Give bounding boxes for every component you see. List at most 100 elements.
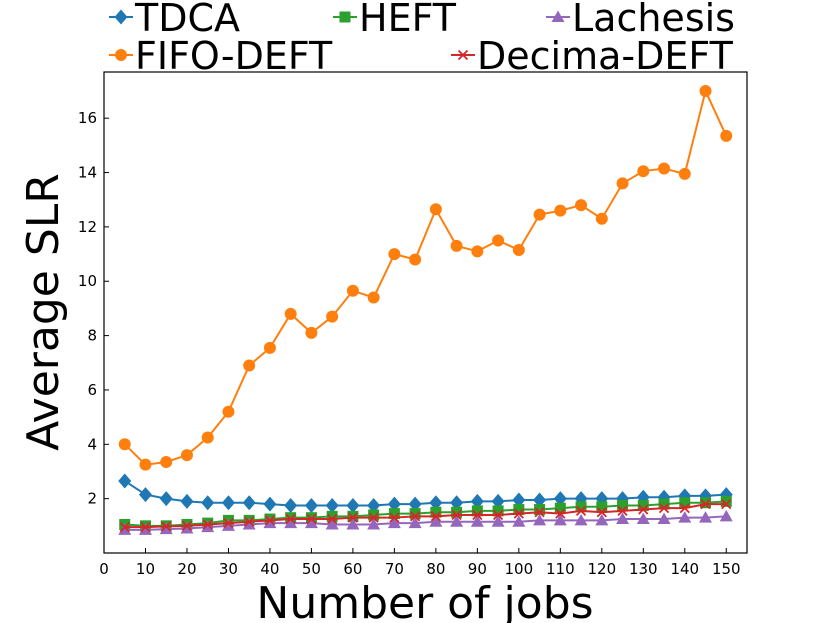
data-point-lachesis — [470, 515, 484, 527]
data-point-fifo-deft — [284, 307, 297, 320]
data-point-fifo-deft — [180, 449, 193, 462]
data-point-decima-deft — [679, 503, 690, 514]
data-point-tdca — [159, 491, 173, 507]
data-point-lachesis — [719, 509, 733, 522]
data-point-tdca — [242, 495, 256, 511]
data-point-tdca — [138, 487, 152, 503]
data-point-tdca — [491, 493, 505, 509]
y-tick-label: 12 — [78, 218, 97, 236]
data-point-heft — [388, 508, 400, 520]
data-point-decima-deft — [347, 512, 359, 523]
data-point-lachesis — [533, 513, 547, 526]
data-point-tdca — [263, 496, 277, 512]
data-point-lachesis — [595, 513, 609, 526]
data-point-heft — [534, 504, 546, 516]
data-point-lachesis — [159, 522, 173, 535]
plot-area — [103, 71, 748, 554]
x-tick-label: 60 — [343, 560, 362, 578]
data-point-tdca — [180, 493, 194, 509]
x-axis-label: Number of jobs — [256, 578, 593, 623]
legend-item-lachesis: Lachesis — [546, 0, 735, 40]
data-point-tdca — [387, 496, 401, 512]
data-point-fifo-deft — [326, 310, 339, 323]
series-fifo-deft — [118, 85, 733, 471]
data-point-fifo-deft — [554, 204, 567, 217]
data-point-lachesis — [491, 515, 505, 527]
data-point-lachesis — [450, 515, 464, 527]
data-point-heft — [430, 506, 442, 518]
data-point-tdca — [284, 497, 298, 513]
data-point-lachesis — [574, 513, 588, 526]
data-point-lachesis — [138, 523, 152, 535]
data-point-heft — [575, 501, 587, 513]
data-point-lachesis — [636, 512, 650, 525]
legend-label-heft: HEFT — [359, 0, 457, 40]
data-point-heft — [554, 502, 566, 514]
data-point-decima-deft — [389, 512, 400, 523]
x-tick-label: 40 — [260, 560, 279, 578]
x-tick-label: 100 — [505, 560, 534, 578]
data-point-decima-deft — [306, 513, 317, 525]
data-point-decima-deft — [555, 508, 566, 519]
x-tick-label: 50 — [302, 560, 321, 578]
data-point-lachesis — [118, 523, 132, 535]
legend-item-heft: HEFT — [333, 0, 457, 40]
data-point-fifo-deft — [160, 455, 173, 468]
data-point-decima-deft — [700, 498, 711, 510]
data-point-heft — [596, 501, 608, 513]
data-point-decima-deft — [451, 509, 462, 521]
legend-label-decima-deft: Decima-DEFT — [477, 34, 734, 78]
legend-item-tdca: TDCA — [109, 0, 240, 40]
data-point-heft — [720, 495, 732, 507]
data-point-lachesis — [221, 519, 235, 531]
data-point-decima-deft — [430, 511, 442, 522]
series-line-decima-deft — [124, 503, 727, 529]
data-point-fifo-deft — [139, 458, 152, 471]
x-tick-label: 10 — [136, 560, 155, 578]
data-point-tdca — [118, 473, 132, 489]
y-tick-label: 16 — [78, 109, 97, 127]
data-point-tdca — [367, 497, 381, 513]
data-point-fifo-deft — [305, 326, 318, 339]
data-point-heft — [409, 508, 421, 520]
data-point-lachesis — [429, 515, 443, 527]
x-tick-label: 140 — [670, 560, 699, 578]
data-point-lachesis — [699, 511, 713, 523]
legend-item-fifo-deft: FIFO-DEFT — [109, 34, 333, 78]
data-point-lachesis — [678, 511, 692, 523]
data-point-decima-deft — [575, 505, 587, 517]
data-point-lachesis — [408, 516, 422, 529]
y-axis-label: Average SLR — [18, 173, 69, 451]
data-point-decima-deft — [658, 503, 670, 514]
x-tick-label: 80 — [426, 560, 445, 578]
data-point-fifo-deft — [367, 291, 380, 304]
data-point-lachesis — [512, 515, 526, 527]
data-point-decima-deft — [223, 517, 234, 529]
data-point-decima-deft — [327, 513, 338, 525]
data-point-fifo-deft — [222, 405, 235, 418]
data-point-tdca — [408, 496, 422, 512]
data-point-fifo-deft — [243, 359, 256, 372]
data-point-lachesis — [180, 522, 194, 534]
data-point-fifo-deft — [429, 203, 442, 216]
data-point-fifo-deft — [678, 167, 691, 180]
data-point-tdca — [346, 497, 360, 513]
data-point-tdca — [304, 497, 318, 513]
data-point-decima-deft — [534, 507, 545, 518]
data-point-heft — [471, 505, 483, 517]
data-point-fifo-deft — [533, 208, 546, 221]
data-point-decima-deft — [119, 522, 130, 533]
data-point-lachesis — [367, 517, 381, 530]
data-point-fifo-deft — [699, 85, 712, 98]
data-point-lachesis — [304, 516, 318, 529]
x-tick-label: 20 — [177, 560, 196, 578]
data-point-lachesis — [263, 516, 277, 529]
y-axis: 2 4 6 8 10 12 14 16 — [78, 109, 109, 508]
data-point-decima-deft — [492, 509, 504, 521]
data-point-heft — [513, 504, 525, 516]
data-point-decima-deft — [285, 513, 296, 525]
legend-marker-decima-deft — [457, 49, 469, 61]
data-point-decima-deft — [472, 509, 483, 521]
data-point-lachesis — [201, 520, 215, 533]
y-tick-label: 2 — [87, 490, 97, 508]
